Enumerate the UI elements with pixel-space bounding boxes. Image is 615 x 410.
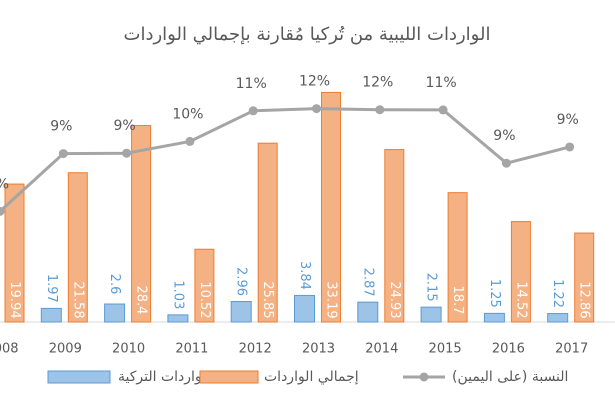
- ratio-point: [185, 136, 195, 146]
- bar-value-label: 2.96: [234, 267, 249, 296]
- x-tick-label: 2010: [112, 342, 145, 357]
- ratio-label: 11%: [236, 76, 267, 92]
- legend-swatch: [199, 370, 259, 384]
- turkey-bar: [167, 314, 189, 323]
- total-bar: [257, 142, 278, 323]
- turkey-bar: [230, 301, 252, 323]
- turkey-bar: [483, 312, 505, 323]
- total-bar: [67, 172, 88, 323]
- bar-value-label: 24.93: [387, 281, 402, 318]
- ratio-label: 9%: [493, 128, 515, 144]
- bar-value-label: 2.6: [107, 274, 122, 295]
- total-bar: [447, 192, 468, 323]
- total-bar: [574, 232, 595, 323]
- legend-swatch: [419, 372, 429, 382]
- bar-value-label: 28.4: [134, 286, 149, 315]
- bar-value-label: 25.85: [260, 281, 275, 318]
- bar-value-label: 18.7: [450, 286, 465, 315]
- bar-value-label: 33.19: [324, 281, 339, 318]
- ratio-label: 12%: [299, 74, 330, 90]
- x-tick-label: 2014: [365, 342, 398, 357]
- turkey-bar: [357, 301, 379, 323]
- ratio-point: [122, 148, 132, 158]
- ratio-point: [565, 142, 575, 152]
- ratio-label: 6%: [0, 176, 9, 192]
- bar-value-label: 2.15: [424, 273, 439, 302]
- x-tick-label: 2016: [492, 342, 525, 357]
- bar-value-label: 12.86: [577, 281, 592, 318]
- total-bar: [194, 248, 215, 323]
- bar-value-label: 1.03: [170, 280, 185, 309]
- bar-value-label: 2.87: [360, 268, 375, 297]
- ratio-point: [501, 158, 511, 168]
- total-bar: [510, 221, 531, 323]
- bar-value-label: 14.52: [513, 281, 528, 318]
- x-tick-label: 2009: [49, 342, 82, 357]
- total-bar: [131, 125, 152, 323]
- bar-value-label: 19.94: [7, 281, 22, 318]
- ratio-label: 10%: [172, 106, 203, 122]
- ratio-label: 9%: [557, 112, 579, 128]
- ratio-point: [0, 206, 5, 216]
- bar-value-label: 1.25: [487, 279, 502, 308]
- legend-swatch: [47, 370, 111, 384]
- turkey-bar: [294, 294, 315, 323]
- bar-value-label: 10.52: [197, 281, 212, 318]
- turkey-bar: [104, 303, 126, 323]
- chart-title: الواردات الليبية من تُركيا مُقارنة بإجما…: [124, 24, 491, 45]
- ratio-label: 12%: [362, 75, 393, 91]
- total-bar: [384, 149, 405, 323]
- x-tick-label: 2008: [0, 342, 19, 357]
- x-tick-label: 2015: [429, 342, 462, 357]
- legend-label: الواردات التركية: [118, 369, 210, 385]
- x-tick-label: 2012: [239, 342, 272, 357]
- turkey-bar: [547, 313, 569, 323]
- bar-value-label: 3.84: [297, 261, 312, 290]
- x-tick-label: 2017: [555, 342, 588, 357]
- ratio-point: [312, 104, 321, 114]
- total-bar: [4, 183, 25, 323]
- ratio-label: 9%: [113, 118, 135, 134]
- ratio-point: [438, 105, 448, 115]
- turkey-bar: [420, 306, 442, 323]
- bar-value-label: 1.22: [550, 279, 565, 308]
- bar-value-label: 21.58: [70, 281, 85, 318]
- x-tick-label: 2013: [302, 342, 335, 357]
- legend-label: النسبة (على اليمين): [452, 369, 568, 385]
- ratio-point: [248, 106, 258, 116]
- turkey-bar: [40, 307, 62, 323]
- ratio-label: 9%: [50, 119, 72, 135]
- ratio-label: 11%: [426, 75, 457, 91]
- x-tick-label: 2011: [175, 342, 208, 357]
- ratio-point: [58, 149, 68, 159]
- total-bar: [321, 91, 341, 323]
- legend-label: إجمالي الواردات: [264, 369, 359, 385]
- ratio-line: [0, 107, 571, 213]
- ratio-point: [375, 105, 385, 115]
- bar-value-label: 1.97: [44, 274, 59, 303]
